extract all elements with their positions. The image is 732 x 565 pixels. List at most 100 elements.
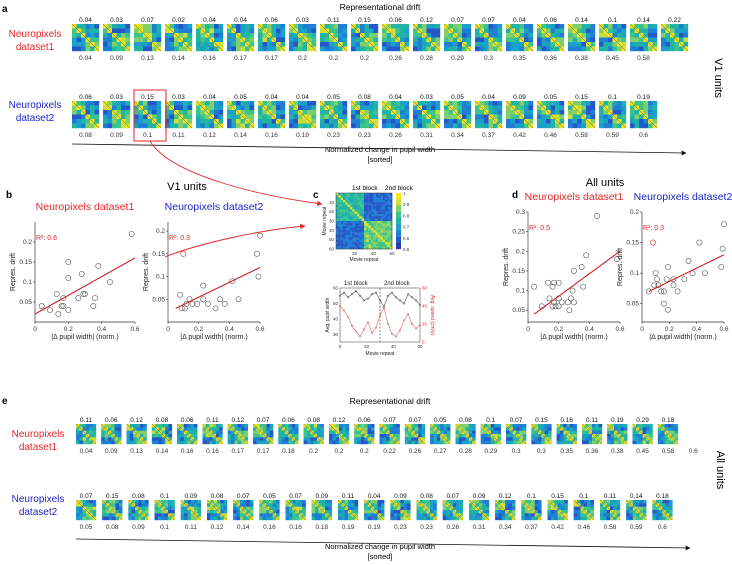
trace-y-right-tick: 40 [422,304,428,309]
thumb-cell [249,513,254,517]
thumb-cell [466,37,472,43]
thumb-cell [161,424,166,428]
thumb-cell [262,24,268,29]
thumb-cell [147,123,153,129]
thumb-cell [430,437,434,441]
thumb-cell [392,424,397,428]
heatmap-cell [352,200,355,203]
thumb-cell [367,430,372,435]
pupil-change-label: 0.09 [110,132,123,139]
thumb-cell [239,503,244,507]
thumb-cell [291,424,296,428]
pupil-change-label: 0.34 [451,132,464,139]
heatmap-cell [352,246,355,250]
thumb-diagonal [468,499,490,521]
heatmap-cell [368,214,372,217]
thumb-cell [475,105,480,111]
heatmap-cell [373,207,376,210]
thumb-diagonal [101,423,122,445]
thumb-cell [288,510,293,514]
thumb-cell [475,37,480,43]
thumb-cell [600,506,604,511]
heatmap-cell [354,195,358,198]
thumb-cell [111,440,115,445]
similarity-matrix-thumb [598,100,627,129]
thumb-cell [262,37,268,43]
similarity-matrix-thumb [531,423,552,445]
thumb-cell [395,46,401,52]
thumb-cell [138,114,144,120]
heatmap-cell [359,225,362,229]
x-tick-label: 0.4 [585,326,594,333]
x-tick-label: 0.2 [194,326,203,333]
thumb-cell [494,434,498,438]
thumb-cell [515,28,520,34]
thumb-cell [89,430,93,435]
thumb-cell [408,430,412,435]
thumb-cell [295,516,300,521]
thumb-cell [393,513,398,517]
thumb-cell [423,500,427,504]
heatmap-cell [368,209,372,212]
thumb-cell [617,114,622,120]
heatmap-cell [347,232,351,236]
heatmap-cell [364,195,367,198]
thumb-cell [671,424,675,428]
thumb-cell [155,424,159,428]
thumb-cell [639,105,644,111]
thumb-cell [613,427,618,431]
thumb-cell [546,24,551,29]
thumb-cell [82,503,87,507]
thumb-cell [528,500,532,504]
thumb-cell [448,33,454,38]
thumb-cell [82,510,87,514]
thumb-cell [183,24,188,29]
thumb-diagonal [288,23,317,52]
thumb-cell [303,434,308,438]
thumb-cell [541,37,547,43]
thumb-cell [661,434,665,438]
thumb-cell [205,42,210,47]
thumb-cell [669,503,673,507]
thumb-cell [509,424,513,428]
heatmap-cell [359,197,362,201]
thumb-cell [603,24,609,29]
thumb-cell [417,42,423,47]
thumb-cell [422,37,427,43]
thumb-diagonal [536,23,565,52]
heatmap-cell [371,223,374,226]
thumb-cell [190,427,195,431]
thumb-cell [325,503,329,507]
thumb-cell [345,427,350,431]
thumb-cell [612,101,618,106]
thumb-cell [333,24,339,29]
heatmap-cell [389,197,393,201]
thumb-cell [397,500,401,504]
thumb-cell [76,46,82,52]
drift-value-label: 0.07 [446,493,459,500]
thumb-cell [231,42,237,47]
thumb-cell [134,42,139,47]
pupil-point [418,303,422,307]
thumb-cell [577,119,582,124]
thumb-cell [670,46,675,52]
thumb-cell [457,123,463,129]
y-tick-label: 0.3 [516,209,525,216]
thumb-cell [599,37,604,43]
thumb-cell [183,123,188,129]
thumb-cell [291,440,296,445]
thumb-cell [453,42,458,47]
pupil-change-label: 0.14 [237,524,250,531]
thumb-cell [112,114,117,120]
thumb-cell [107,33,113,38]
heatmap-cell [371,197,374,201]
thumb-cell [506,114,511,120]
thumb-cell [116,123,122,129]
thumb-cell [259,506,263,511]
thumb-cell [307,437,311,441]
heatmap-cell [380,200,383,203]
x-tick-label: 0 [166,326,170,333]
thumb-cell [531,503,535,507]
thumb-cell [572,119,578,124]
thumb-cell [485,513,490,517]
